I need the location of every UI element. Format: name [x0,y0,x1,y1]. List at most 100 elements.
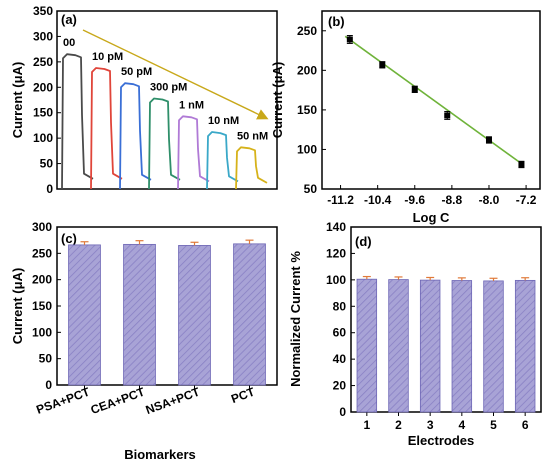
b-data-point [411,86,418,93]
b-fit-line [344,35,525,166]
a-series-label: 50 nM [237,130,268,142]
b-ytick-label: 50 [304,182,318,196]
c-ytick-label: 300 [32,220,52,234]
panel-c-ylabel: Current (μA) [10,268,25,345]
d-ytick-label: 40 [333,352,347,366]
panel-b-frame [321,10,541,190]
a-ytick-label: 100 [33,131,53,145]
b-ytick-label: 250 [297,24,317,38]
d-ytick-label: 140 [326,220,346,234]
panel-a: (a) Current (μA) 0 50 100 150 200 250 300 350 0… [10,4,278,196]
b-xtick-label: -10.4 [364,193,392,207]
a-series-line [119,82,152,190]
d-xtick-label: 3 [427,418,434,432]
panel-a-curves: 00 10 pM 50 pM 300 pM 1 nM 10 nM 50 nM [61,37,268,190]
c-ytick-label: 100 [32,325,52,339]
d-xtick-label: 6 [522,418,529,432]
d-ytick-label: 80 [333,299,347,313]
a-series-line [148,97,181,190]
d-xtick-label: 1 [363,418,370,432]
c-bar [233,243,266,386]
panel-a-ylabel: Current (μA) [10,62,25,139]
c-xtick-label: CEA+PCT [89,384,147,417]
b-xtick-label: -8.8 [442,193,463,207]
b-ytick-label: 100 [297,142,317,156]
d-xtick-label: 5 [490,418,497,432]
c-ytick-label: 0 [45,378,52,392]
d-ytick-label: 100 [326,273,346,287]
c-bar [178,245,211,386]
a-series-line [61,53,94,190]
d-bar [419,279,441,413]
a-series-label: 1 nM [179,99,204,111]
c-xtick-label: PSA+PCT [34,384,92,416]
c-ytick-label: 250 [32,246,52,260]
panel-b-xlabel: Log C [413,210,450,225]
a-ytick-label: 200 [33,80,53,94]
a-series-line [177,115,210,190]
d-bar [514,279,536,413]
a-series-line [90,67,123,190]
c-ytick-label: 150 [32,299,52,313]
panel-a-frame [56,10,278,190]
panel-b-points [344,35,525,169]
d-ytick-label: 0 [339,405,346,419]
panel-b: (b) Current (μA) Log C 50 100 150 200 250 -11… [270,10,541,225]
d-ytick-label: 60 [333,326,347,340]
c-bar [123,243,156,386]
panel-d-axes: 0 20 40 60 80 100 120 140 1 2 3 4 5 6 [326,220,529,432]
panel-a-y-axis: 0 50 100 150 200 250 300 350 [33,4,61,196]
a-series-label: 10 pM [92,51,123,63]
a-series-label: 00 [63,37,75,49]
trend-arrow [82,29,269,120]
panel-d-label: (d) [355,234,372,249]
panel-d-xlabel: Electrodes [408,433,474,448]
d-xtick-label: 4 [458,418,465,432]
a-series-line [206,131,239,190]
b-data-point [518,161,525,168]
a-ytick-label: 250 [33,55,53,69]
panel-c-bars [68,239,266,386]
b-xtick-label: -11.2 [327,193,354,207]
b-xtick-label: -8.0 [479,193,500,207]
panel-b-label: (b) [328,14,345,29]
panel-d: (d) Normalized Current % Electrodes 0 20 4… [288,220,542,448]
b-data-point [379,61,386,68]
a-ytick-label: 300 [33,29,53,43]
a-ytick-label: 150 [33,106,53,120]
c-ytick-label: 200 [32,273,52,287]
c-xtick-label: NSA+PCT [144,384,202,417]
panel-d-frame [350,226,542,413]
d-xtick-label: 2 [395,418,402,432]
b-xtick-label: -7.2 [516,193,537,207]
panel-b-ylabel: Current (μA) [270,62,285,139]
d-ytick-label: 20 [333,379,347,393]
panel-a-label: (a) [61,12,77,27]
b-data-point [346,36,353,43]
d-bar [451,280,473,413]
panel-d-bars [356,275,536,413]
panel-d-ylabel: Normalized Current % [288,251,303,387]
a-ytick-label: 0 [46,182,53,196]
b-data-point [485,136,492,143]
c-xtick-label: PCT [229,384,257,406]
a-ytick-label: 50 [40,157,54,171]
b-data-point [444,112,451,119]
panel-c-xlabel: Biomarkers [124,447,196,462]
b-xtick-label: -9.6 [404,193,425,207]
a-series-line [235,146,268,190]
c-bar [68,244,101,386]
b-ytick-label: 150 [297,103,317,117]
c-ytick-label: 50 [39,352,53,366]
a-ytick-label: 350 [33,4,53,18]
panel-c-label: (c) [61,231,77,246]
a-series-label: 50 pM [121,66,152,78]
a-series-label: 300 pM [150,81,187,93]
b-ytick-label: 200 [297,63,317,77]
panel-c: (c) Current (μA) Biomarkers 0 50 100 150 200… [10,220,278,462]
d-bar [388,279,409,413]
a-series-label: 10 nM [208,115,239,127]
panel-b-axes: 50 100 150 200 250 -11.2 -10.4 -9.6 -8.8 -8.0 -7.2 [297,24,537,207]
d-bar [483,280,504,413]
